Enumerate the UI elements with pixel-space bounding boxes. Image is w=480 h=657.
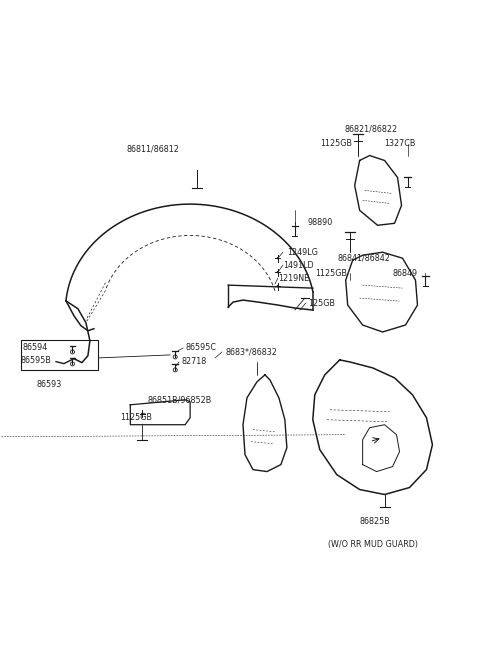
Text: 86851B/96852B: 86851B/96852B bbox=[147, 396, 212, 404]
Circle shape bbox=[276, 257, 279, 260]
Text: 125GB: 125GB bbox=[308, 298, 335, 307]
Circle shape bbox=[141, 413, 144, 415]
Text: 1249LG: 1249LG bbox=[287, 248, 318, 257]
Text: 82718: 82718 bbox=[181, 357, 206, 367]
Text: 86841/86842: 86841/86842 bbox=[338, 254, 391, 263]
Text: 86825B: 86825B bbox=[360, 517, 390, 526]
Text: 1125GB: 1125GB bbox=[315, 269, 347, 278]
Text: 1219NE: 1219NE bbox=[278, 274, 309, 283]
Text: 86849: 86849 bbox=[393, 269, 418, 278]
Text: 86811/86812: 86811/86812 bbox=[126, 144, 179, 153]
Text: 98890: 98890 bbox=[308, 218, 333, 227]
Text: (W/O RR MUD GUARD): (W/O RR MUD GUARD) bbox=[328, 540, 418, 549]
Text: 86595B: 86595B bbox=[21, 356, 51, 365]
Circle shape bbox=[276, 285, 279, 287]
Circle shape bbox=[276, 271, 279, 273]
Text: 86821/86822: 86821/86822 bbox=[345, 124, 398, 133]
Text: 1125GB: 1125GB bbox=[320, 139, 352, 148]
Bar bbox=[21, 340, 98, 370]
Text: 86595C: 86595C bbox=[185, 344, 216, 352]
Text: 1327CB: 1327CB bbox=[384, 139, 416, 148]
Text: 86593: 86593 bbox=[36, 380, 62, 390]
Text: 1491LD: 1491LD bbox=[283, 261, 313, 269]
Text: 1125GB: 1125GB bbox=[120, 413, 152, 422]
Text: 86594: 86594 bbox=[23, 344, 48, 352]
Text: 8683*/86832: 8683*/86832 bbox=[225, 348, 277, 357]
